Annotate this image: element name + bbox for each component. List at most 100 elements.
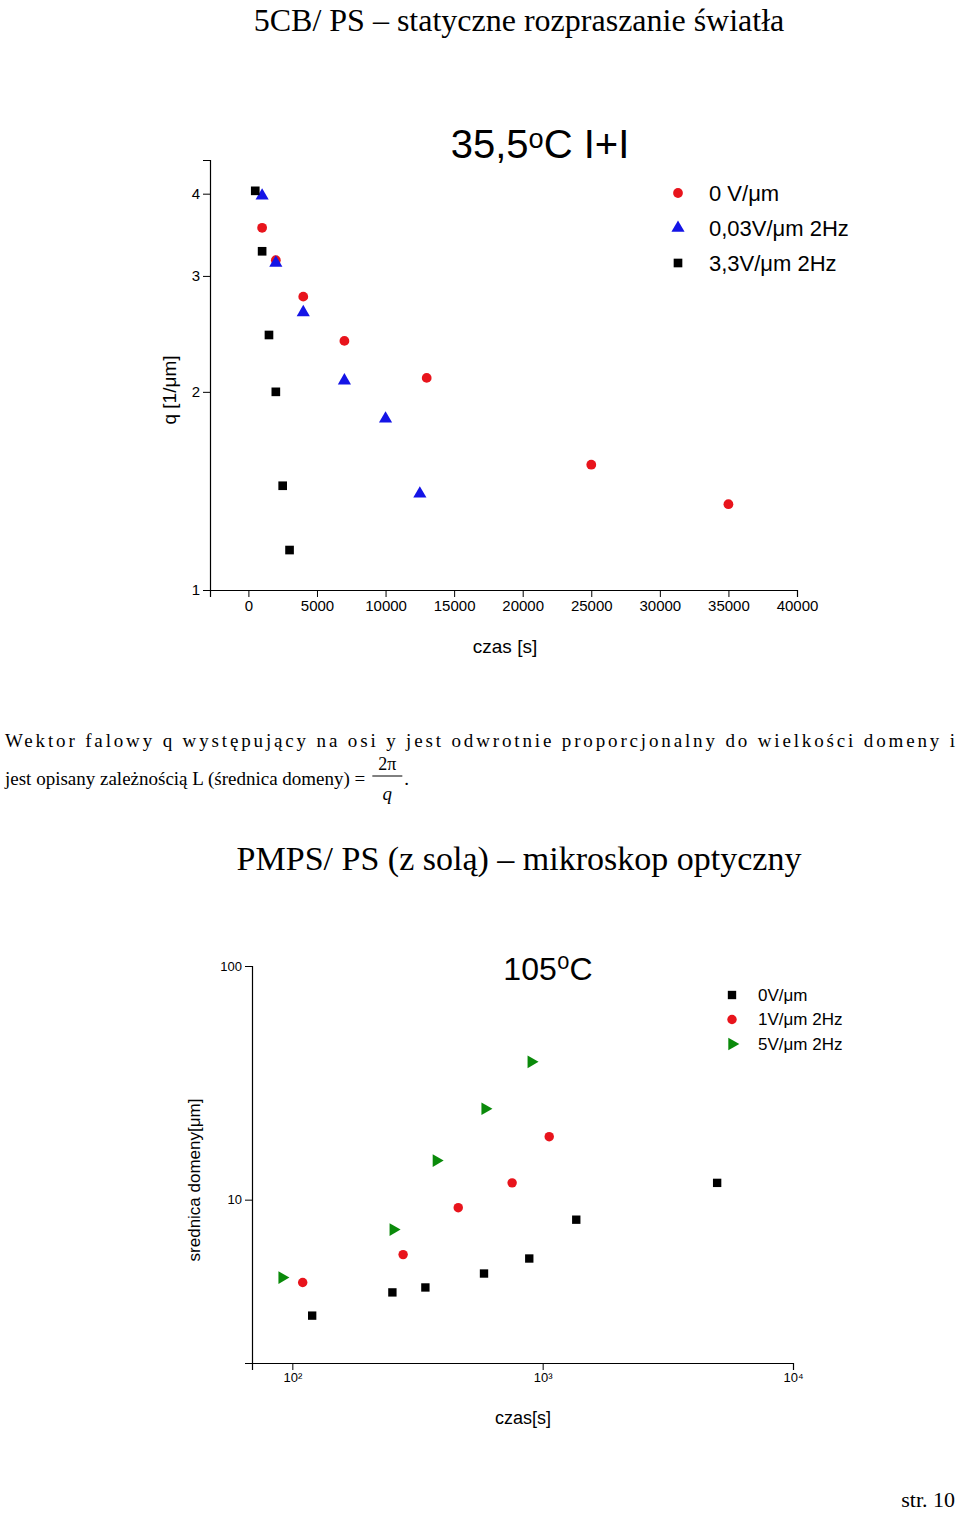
point: [507, 1178, 516, 1187]
x-tick: 5000: [301, 590, 334, 614]
y-tick-mark: [203, 194, 210, 195]
y-tick-mark: [245, 966, 252, 967]
point: [398, 1250, 407, 1259]
y-tick-mark: [203, 392, 210, 393]
point: [421, 1283, 429, 1291]
series: [256, 188, 427, 497]
y-axis-title: srednica domeny[μm]: [185, 1099, 204, 1262]
y-tick: 10: [228, 1192, 252, 1207]
point: [308, 1311, 316, 1319]
point: [265, 331, 274, 340]
series: [257, 223, 733, 509]
x-tick: 10000: [365, 590, 407, 614]
point: [433, 1154, 444, 1167]
point: [528, 1055, 539, 1068]
chart: 0 5000 10000 15000 20000 25000 30000 35000 40000…: [159, 122, 849, 657]
x-tick: 35000: [708, 590, 750, 614]
y-axis: 10 100: [220, 959, 252, 1364]
x-tick-label: 0: [245, 597, 253, 614]
x-tick-label: 5000: [301, 597, 334, 614]
legend-label: 0V/μm: [758, 986, 807, 1005]
x-tick: 30000: [639, 590, 681, 614]
point: [297, 305, 310, 316]
x-tick-label: 30000: [639, 597, 681, 614]
y-tick-label: 100: [220, 959, 242, 974]
x-tick: 0: [245, 590, 253, 614]
legend-marker: [728, 1038, 739, 1051]
legend-marker: [727, 1015, 736, 1024]
point: [413, 486, 426, 497]
point: [713, 1179, 721, 1187]
chart-title: 35,5ᵒC I+I: [451, 122, 630, 166]
y-tick: 1: [192, 581, 210, 598]
point: [422, 373, 432, 383]
x-axis-title: czas [s]: [473, 636, 537, 657]
x-axis: 10² 10³ 10⁴: [253, 1363, 804, 1385]
chart-title: 105⁰C: [503, 951, 592, 987]
y-tick-mark: [203, 590, 210, 591]
legend-label: 5V/μm 2Hz: [758, 1035, 842, 1054]
x-tick-label: 25000: [571, 597, 613, 614]
y-tick: 100: [220, 959, 252, 974]
y-tick-label: 10: [228, 1192, 242, 1207]
page: 5CB/ PS – statyczne rozpraszanie światła…: [0, 0, 960, 1515]
y-axis-line: [203, 161, 211, 591]
heading: PMPS/ PS (z solą) – mikroskop optyczny: [237, 840, 802, 878]
y-tick-label: 1: [192, 581, 200, 598]
y-tick-mark: [245, 1200, 252, 1201]
x-tick-label: 10²: [283, 1370, 302, 1385]
x-axis: 0 5000 10000 15000 20000 25000 30000 35000 40000: [211, 590, 819, 614]
point: [544, 1132, 553, 1141]
x-tick-label: 20000: [502, 597, 544, 614]
y-tick: 4: [192, 185, 210, 202]
y-tick-label: 3: [192, 267, 200, 284]
point: [298, 292, 308, 302]
series: [251, 186, 294, 554]
legend-label: 3,3V/μm 2Hz: [709, 251, 837, 276]
point: [258, 247, 267, 256]
legend: 0V/μm 1V/μm 2Hz 5V/μm 2Hz: [727, 986, 842, 1054]
y-tick: 2: [192, 383, 210, 400]
point: [257, 223, 267, 233]
chart: 10²10³10⁴10100105⁰Cczas[s]srednica domen…: [185, 951, 842, 1428]
point: [481, 1102, 492, 1115]
paragraph-line: Wektor falowy q występujący na osi y jes…: [5, 730, 955, 751]
x-tick: 10²: [283, 1363, 302, 1385]
series: [298, 1132, 554, 1287]
point: [388, 1288, 396, 1296]
x-tick-label: 40000: [777, 597, 819, 614]
x-tick: 10³: [534, 1363, 553, 1385]
point: [525, 1254, 533, 1262]
y-axis: 1 2 3 4: [192, 161, 211, 599]
x-tick-mark: [292, 1363, 293, 1370]
point: [278, 1271, 289, 1284]
x-axis-line: [253, 1364, 794, 1371]
x-tick: 25000: [571, 590, 613, 614]
page-number: str. 10: [901, 1487, 955, 1512]
point: [390, 1223, 401, 1236]
formula-denominator: q: [383, 783, 393, 804]
x-tick-mark: [793, 1363, 794, 1370]
x-tick-label: 10⁴: [783, 1370, 803, 1385]
heading: 5CB/ PS – statyczne rozpraszanie światła: [254, 2, 785, 38]
legend-label: 0 V/μm: [709, 181, 779, 206]
x-tick: 20000: [502, 590, 544, 614]
point: [298, 1278, 307, 1287]
point: [269, 255, 282, 266]
x-tick-label: 10000: [365, 597, 407, 614]
legend-marker: [674, 259, 683, 268]
x-tick: 10⁴: [783, 1363, 803, 1385]
series: [308, 1179, 721, 1320]
x-tick-mark: [543, 1363, 544, 1370]
point: [379, 411, 392, 422]
y-tick-label: 2: [192, 383, 200, 400]
legend-label: 1V/μm 2Hz: [758, 1010, 842, 1029]
point: [586, 460, 596, 470]
plot-area: [251, 186, 733, 554]
x-tick-label: 15000: [434, 597, 476, 614]
legend-marker: [671, 220, 684, 231]
point: [340, 336, 350, 346]
point: [251, 186, 260, 195]
legend-label: 0,03V/μm 2Hz: [709, 216, 849, 241]
formula-numerator: 2π: [378, 754, 396, 774]
